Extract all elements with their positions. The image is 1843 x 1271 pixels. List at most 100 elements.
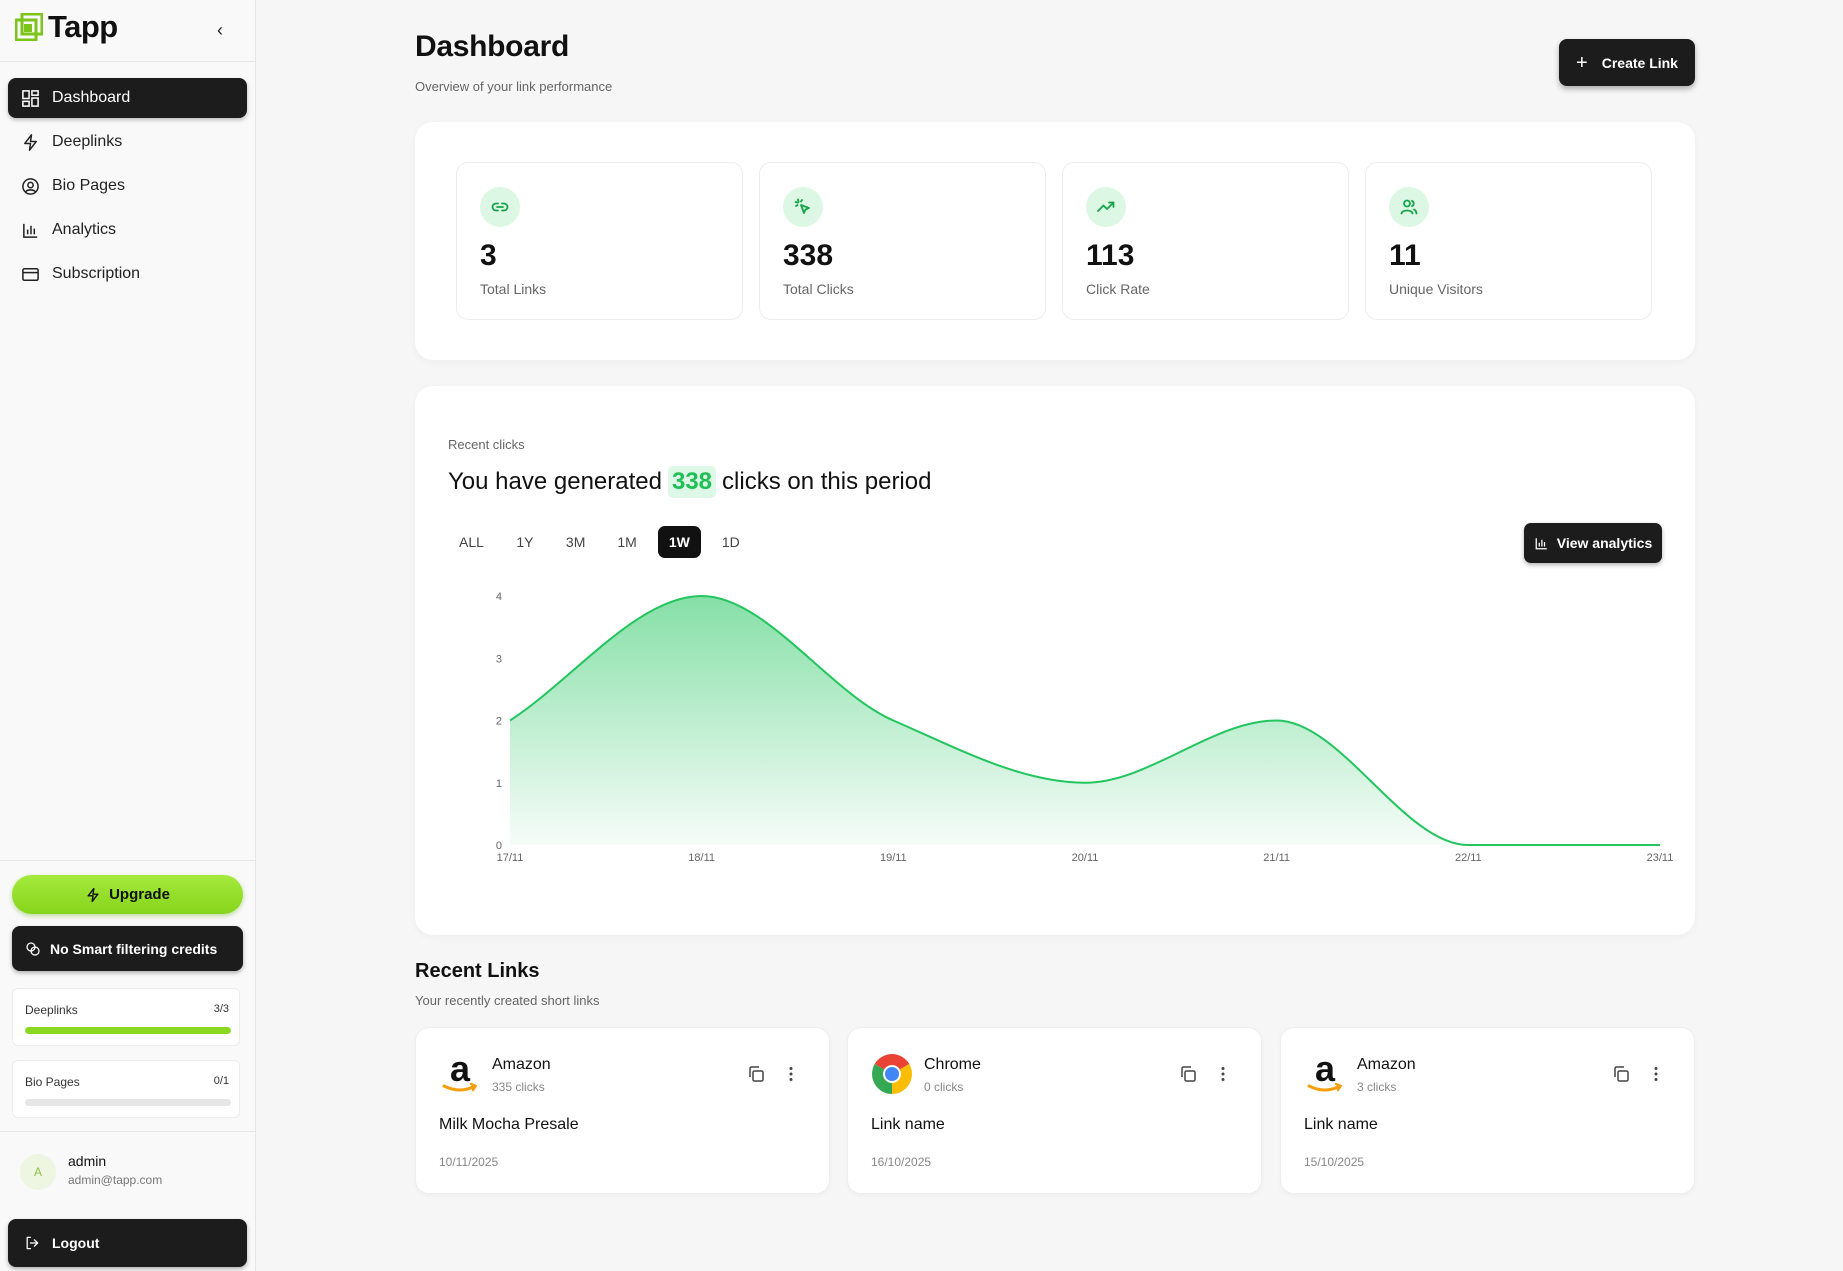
page-title: Dashboard xyxy=(415,30,569,63)
sidebar: Tapp ‹ Dashboard Deeplinks Bio Pages Ana… xyxy=(0,0,256,1271)
sidebar-item-label: Deeplinks xyxy=(52,133,123,150)
y-tick-label: 1 xyxy=(496,778,502,790)
sidebar-item-label: Dashboard xyxy=(52,89,131,106)
copy-icon[interactable] xyxy=(746,1064,766,1084)
link-icon xyxy=(480,187,520,227)
chart-area-fill xyxy=(510,596,1660,845)
link-card[interactable]: a Amazon 3 clicks Link name 15/10/2025 xyxy=(1280,1027,1695,1194)
avatar[interactable]: A xyxy=(20,1154,56,1190)
trending-up-icon xyxy=(1086,187,1126,227)
cursor-click-icon xyxy=(783,187,823,227)
link-card[interactable]: a Amazon 335 clicks Milk Mocha Presale 1… xyxy=(415,1027,830,1194)
copy-icon[interactable] xyxy=(1611,1064,1631,1084)
credit-card-icon xyxy=(22,267,39,281)
headline-before: You have generated xyxy=(448,468,662,495)
view-analytics-label: View analytics xyxy=(1556,535,1653,551)
more-vertical-icon[interactable] xyxy=(781,1064,801,1084)
recent-clicks-card: Recent clicks You have generated 338 cli… xyxy=(415,386,1695,935)
range-tab-1w[interactable]: 1W xyxy=(657,526,701,558)
logout-label: Logout xyxy=(52,1235,100,1251)
stat-click-rate: 113 Click Rate xyxy=(1062,162,1349,320)
headline-clicks-value: 338 xyxy=(667,466,717,498)
smart-filtering-credits-button[interactable]: No Smart filtering credits xyxy=(12,926,243,971)
range-tab-1m[interactable]: 1M xyxy=(617,534,637,550)
link-clicks: 0 clicks xyxy=(924,1080,964,1094)
quota-label: Bio Pages xyxy=(25,1075,80,1089)
collapse-sidebar-icon[interactable]: ‹ xyxy=(217,20,223,40)
sidebar-divider xyxy=(0,1131,256,1132)
x-tick-label: 21/11 xyxy=(1263,852,1290,864)
bio-pages-quota: Bio Pages 0/1 xyxy=(12,1060,240,1118)
filter-credits-icon xyxy=(26,941,40,956)
quota-label: Deeplinks xyxy=(25,1003,78,1017)
link-name: Milk Mocha Presale xyxy=(439,1116,579,1133)
page-subtitle: Overview of your link performance xyxy=(415,79,613,94)
link-brand: Chrome xyxy=(924,1056,981,1073)
chrome-logo-icon xyxy=(871,1053,913,1095)
chart-series-line xyxy=(509,594,1660,847)
sidebar-item-deeplinks[interactable]: Deeplinks xyxy=(8,122,247,162)
x-tick-label: 20/11 xyxy=(1072,852,1099,864)
bar-chart-icon xyxy=(23,223,38,238)
range-tab-1y[interactable]: 1Y xyxy=(516,534,534,550)
bolt-icon xyxy=(24,133,37,151)
link-brand: Amazon xyxy=(492,1056,551,1073)
range-tab-all[interactable]: ALL xyxy=(459,534,484,550)
range-tab-3m[interactable]: 3M xyxy=(565,534,586,550)
link-card[interactable]: Chrome 0 clicks Link name 16/10/2025 xyxy=(847,1027,1262,1194)
stat-value: 3 xyxy=(480,239,497,272)
brand-header: Tapp ‹ xyxy=(0,0,256,62)
user-circle-icon xyxy=(22,177,39,195)
upgrade-button[interactable]: Upgrade xyxy=(12,875,243,914)
tapp-logo-icon xyxy=(15,13,43,41)
bolt-icon xyxy=(87,887,99,902)
stat-label: Unique Visitors xyxy=(1389,281,1483,297)
stat-total-links: 3 Total Links xyxy=(456,162,743,320)
user-email: admin@tapp.com xyxy=(68,1173,163,1187)
logout-icon xyxy=(26,1236,39,1250)
recent-links-title: Recent Links xyxy=(415,960,540,982)
link-name: Link name xyxy=(1304,1116,1378,1133)
link-date: 16/10/2025 xyxy=(871,1155,932,1169)
stats-card: 3 Total Links 338 Total Clicks 113 Click… xyxy=(415,122,1695,360)
user-name: admin xyxy=(68,1153,107,1169)
y-tick-label: 3 xyxy=(496,653,502,665)
create-link-label: Create Link xyxy=(1601,54,1678,71)
chart-headline: You have generated 338 clicks on this pe… xyxy=(448,466,931,498)
more-vertical-icon[interactable] xyxy=(1213,1064,1233,1084)
create-link-button[interactable]: + Create Link xyxy=(1559,39,1695,86)
sidebar-item-label: Bio Pages xyxy=(52,177,125,194)
headline-after: clicks on this period xyxy=(722,468,932,495)
range-tab-1d[interactable]: 1D xyxy=(721,534,740,550)
x-tick-label: 19/11 xyxy=(880,852,907,864)
stat-label: Total Clicks xyxy=(783,281,854,297)
link-clicks: 335 clicks xyxy=(492,1080,545,1094)
copy-icon[interactable] xyxy=(1178,1064,1198,1084)
quota-value: 3/3 xyxy=(213,1003,229,1015)
range-tabs: ALL 1Y 3M 1M 1W 1D xyxy=(448,526,761,558)
upgrade-label: Upgrade xyxy=(109,886,170,903)
link-brand: Amazon xyxy=(1357,1056,1416,1073)
users-icon xyxy=(1389,187,1429,227)
x-tick-label: 18/11 xyxy=(688,852,715,864)
more-vertical-icon[interactable] xyxy=(1646,1064,1666,1084)
chart-kicker: Recent clicks xyxy=(448,437,525,452)
sidebar-item-label: Analytics xyxy=(52,221,117,238)
sidebar-item-subscription[interactable]: Subscription xyxy=(8,254,247,294)
sidebar-item-analytics[interactable]: Analytics xyxy=(8,210,247,250)
link-date: 15/10/2025 xyxy=(1304,1155,1365,1169)
clicks-area-chart: 0 1 2 3 4 17/11 18/11 19/11 20/11 21/11 22/11 23/11 xyxy=(496,591,1673,864)
link-name: Link name xyxy=(871,1116,945,1133)
amazon-logo-icon: a xyxy=(439,1053,481,1095)
sidebar-item-bio-pages[interactable]: Bio Pages xyxy=(8,166,247,206)
recent-links-subtitle: Your recently created short links xyxy=(415,993,600,1008)
bar-chart-icon xyxy=(1535,537,1547,549)
y-tick-label: 0 xyxy=(496,840,502,852)
plus-icon: + xyxy=(1576,51,1588,74)
logo-letter: a xyxy=(450,1053,471,1089)
sidebar-item-dashboard[interactable]: Dashboard xyxy=(8,78,247,118)
stat-label: Total Links xyxy=(480,281,547,297)
view-analytics-button[interactable]: View analytics xyxy=(1524,523,1662,563)
stat-total-clicks: 338 Total Clicks xyxy=(759,162,1046,320)
logout-button[interactable]: Logout xyxy=(8,1219,247,1267)
